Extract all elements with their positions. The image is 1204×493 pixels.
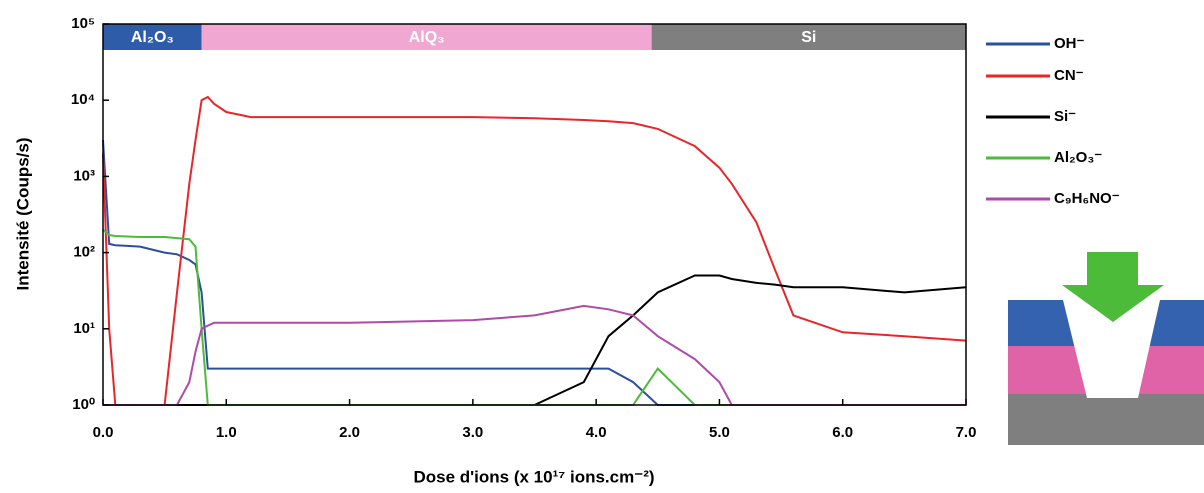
region-label: Al₂O₃ <box>131 29 174 46</box>
y-tick-label: 10⁴ <box>71 91 95 108</box>
x-tick-label: 3.0 <box>462 424 483 441</box>
data-line <box>102 139 966 406</box>
legend-label: CN⁻ <box>1054 67 1084 84</box>
data-line <box>103 304 966 406</box>
x-tick-label: 5.0 <box>709 424 730 441</box>
arrow-head <box>1062 285 1164 322</box>
layer-bottom <box>1008 394 1204 445</box>
y-tick-label: 10⁰ <box>72 396 95 413</box>
plot-frame <box>102 23 967 406</box>
x-tick-label: 0.0 <box>93 424 114 441</box>
region-band <box>201 24 652 50</box>
y-tick-label: 10⁵ <box>71 15 95 32</box>
crater <box>1063 300 1160 398</box>
x-axis-label: Dose d'ions (x 10¹⁷ ions.cm⁻²) <box>413 467 654 486</box>
legend-label: Al₂O₃⁻ <box>1054 149 1102 166</box>
region-band <box>651 24 966 50</box>
y-tick-label: 10¹ <box>73 320 95 337</box>
legend-label: C₉H₆NO⁻ <box>1054 190 1120 207</box>
data-line <box>103 274 967 406</box>
y-axis-label: Intensité (Coups/s) <box>13 137 32 290</box>
x-tick-label: 1.0 <box>216 424 237 441</box>
legend-label: Si⁻ <box>1054 108 1076 125</box>
data-line <box>102 95 967 406</box>
data-line <box>102 228 966 406</box>
y-tick-label: 10² <box>73 244 95 261</box>
arrow-shaft <box>1087 252 1138 286</box>
region-band <box>103 24 202 50</box>
region-label: Si <box>801 29 816 46</box>
region-label: AlQ₃ <box>409 29 445 46</box>
x-tick-label: 6.0 <box>832 424 853 441</box>
x-tick-label: 2.0 <box>339 424 360 441</box>
x-tick-label: 7.0 <box>956 424 977 441</box>
legend-label: OH⁻ <box>1054 35 1085 52</box>
crater-diagram <box>1008 252 1204 445</box>
y-tick-label: 10³ <box>73 167 95 184</box>
x-tick-label: 4.0 <box>586 424 607 441</box>
